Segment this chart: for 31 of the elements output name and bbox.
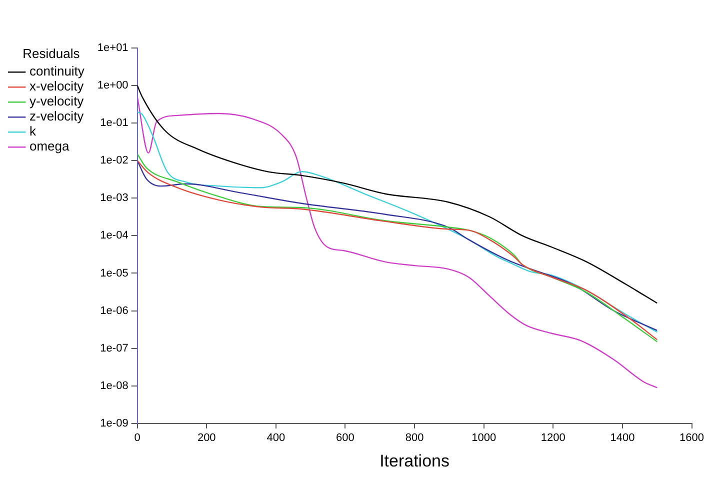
y-tick-label: 1e-09: [100, 417, 128, 430]
y-tick-label: 1e-04: [100, 230, 128, 242]
x-axis-title: Iterations: [380, 451, 450, 470]
x-tick-label: 600: [336, 432, 354, 444]
legend-title: Residuals: [22, 46, 80, 62]
x-tick-label: 800: [405, 432, 424, 444]
y-tick-label: 1e-06: [100, 304, 128, 317]
line-series: [137, 111, 658, 333]
legend-label: x-velocity: [30, 78, 84, 94]
y-tick-label: 1e-03: [100, 192, 128, 204]
y-tick-label: 1e-08: [100, 380, 128, 392]
x-tick-label: 200: [197, 432, 216, 444]
x-tick-label: 1200: [540, 432, 566, 444]
y-tick-label: 1e+00: [97, 80, 128, 92]
x-tick-label: 1000: [472, 432, 496, 444]
y-tick-label: 1e+01: [97, 42, 128, 54]
legend-label: k: [30, 124, 36, 139]
x-tick-label: 0: [134, 432, 140, 444]
legend-label: continuity: [30, 64, 85, 79]
legend-label: z-velocity: [30, 108, 84, 124]
line-series: [137, 96, 658, 388]
legend-label: y-velocity: [30, 94, 84, 109]
x-tick-label: 400: [266, 432, 286, 444]
x-tick-label: 1400: [610, 432, 635, 444]
y-tick-label: 1e-02: [100, 154, 128, 167]
y-tick-label: 1e-07: [100, 342, 128, 354]
y-tick-label: 1e-01: [100, 117, 128, 130]
legend-label: omega: [30, 138, 70, 154]
x-tick-label: 1600: [680, 432, 704, 444]
y-tick-label: 1e-05: [100, 267, 128, 280]
line-series: [137, 84, 658, 304]
